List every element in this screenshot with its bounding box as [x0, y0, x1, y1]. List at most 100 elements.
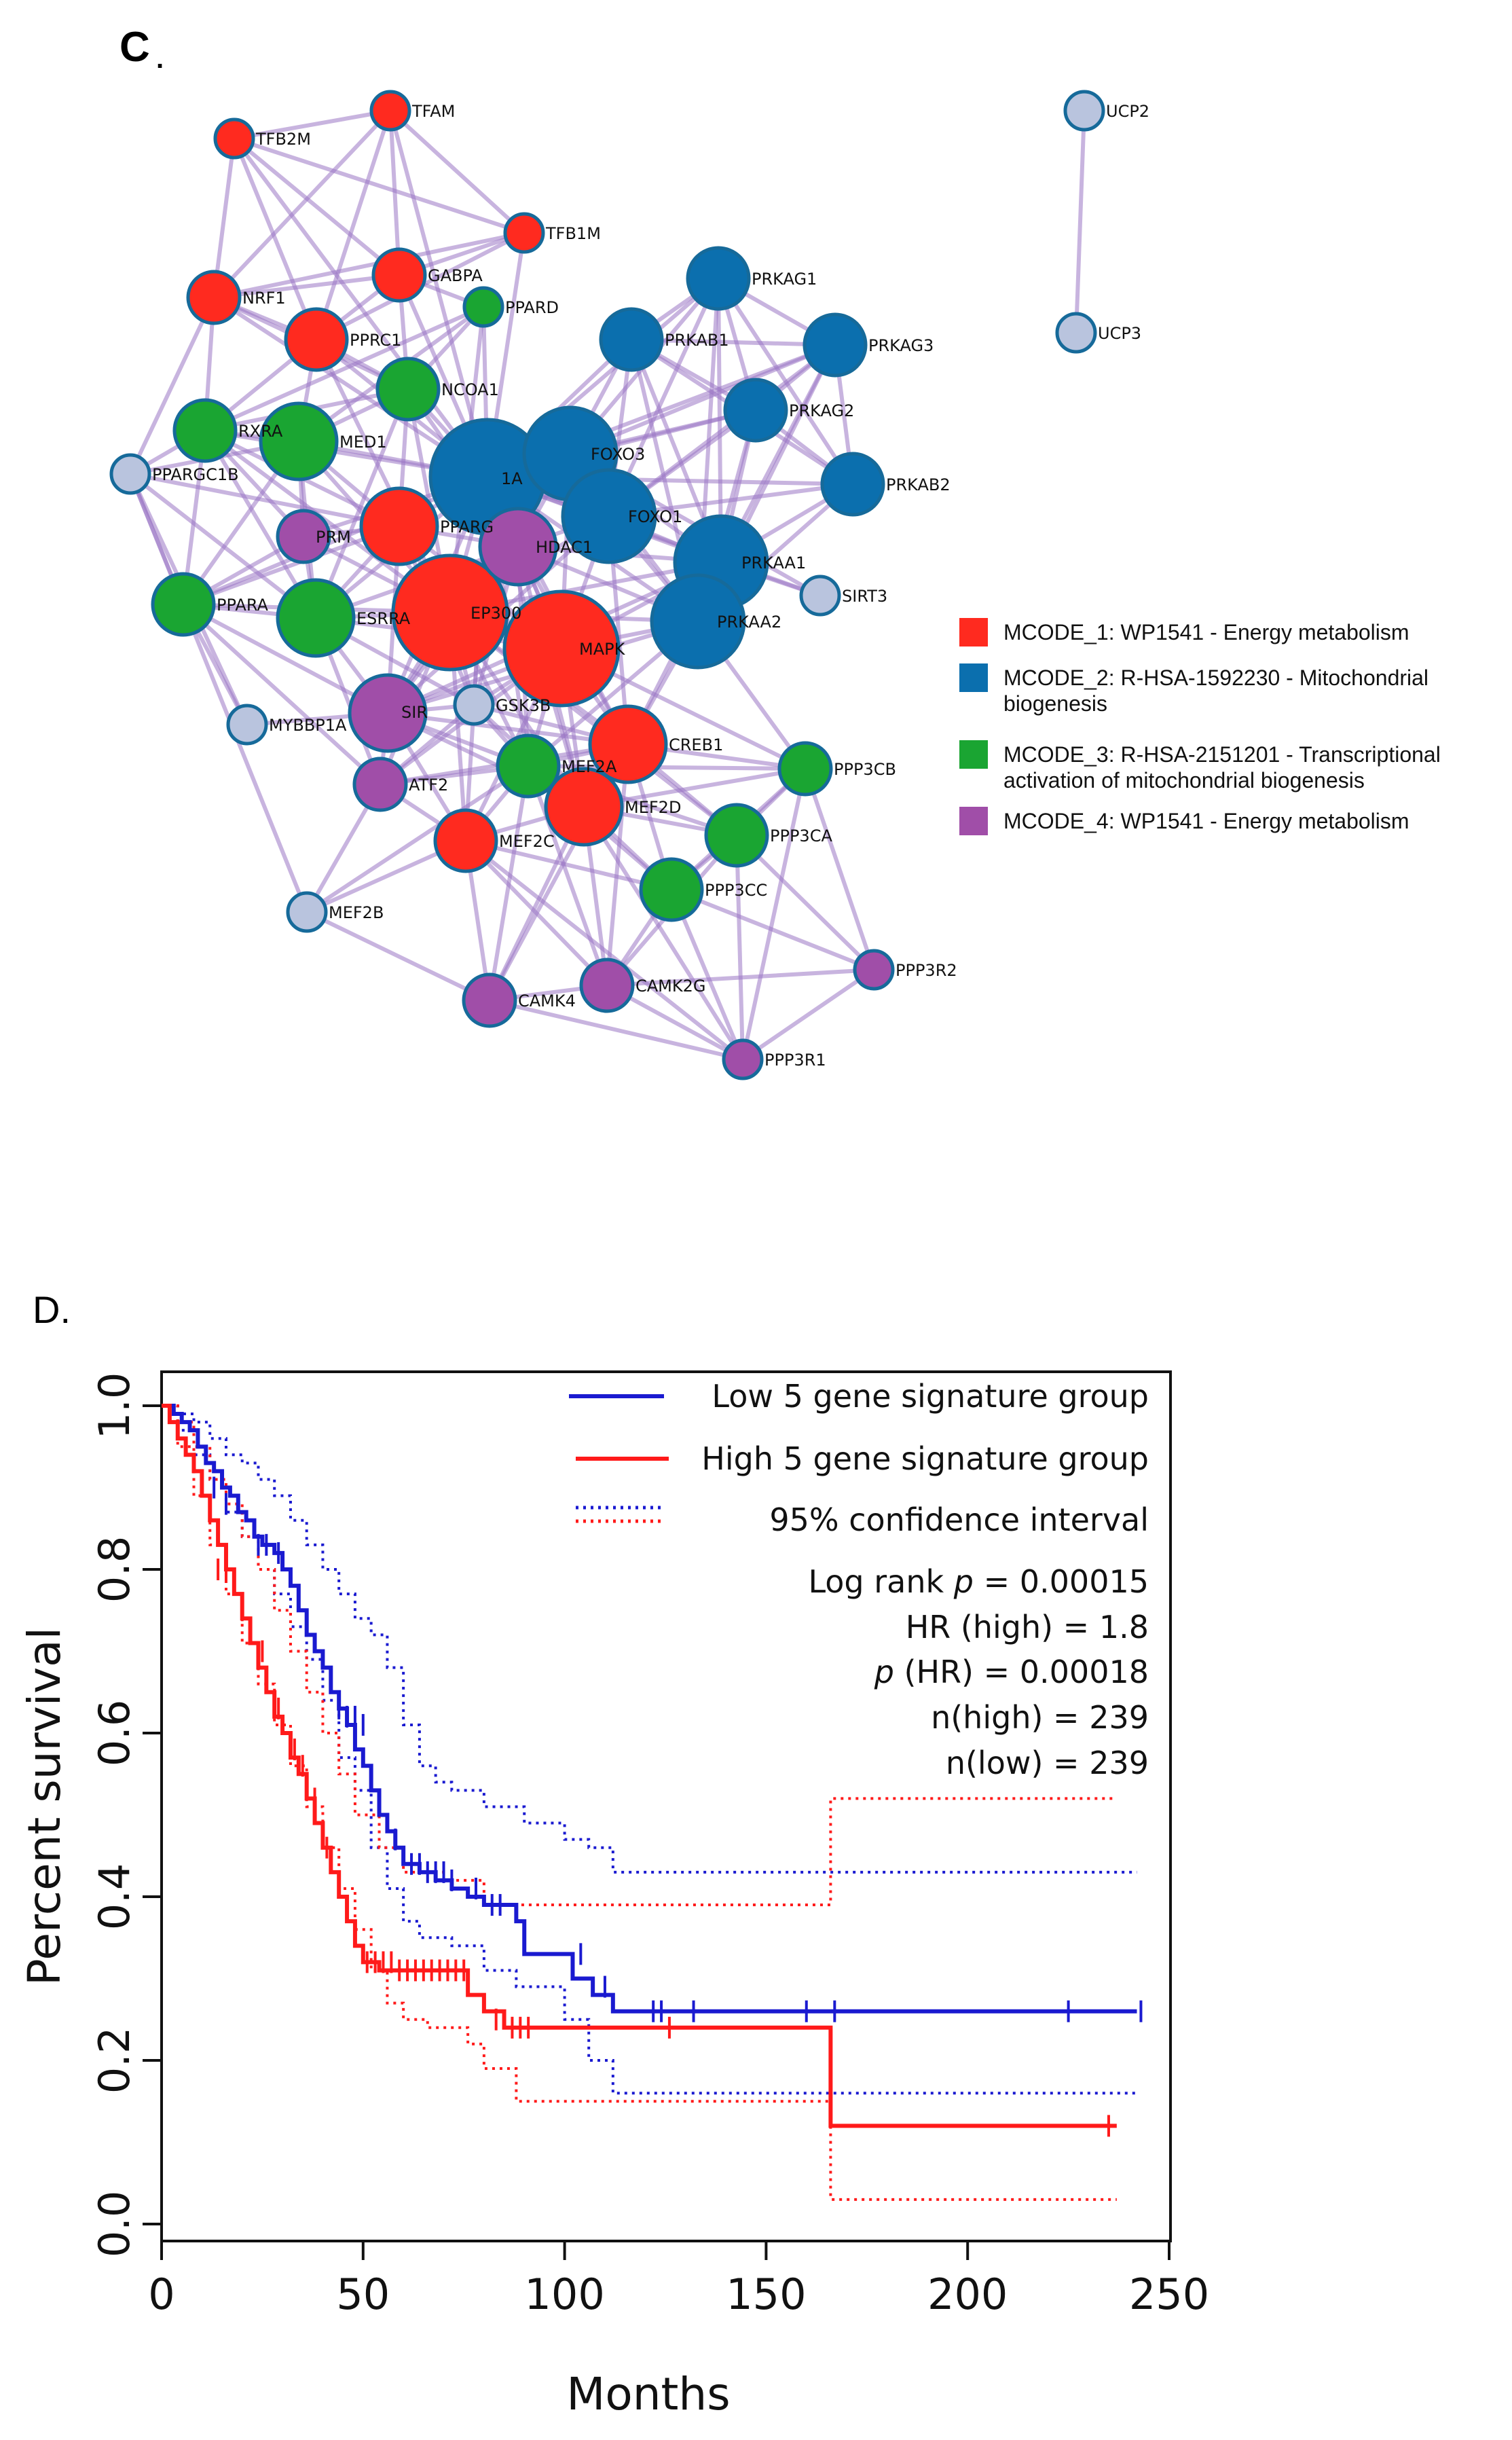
node-label-UCP2: UCP2	[1106, 102, 1149, 121]
node-circle	[496, 733, 561, 799]
edge-TFB2M-PPRC1	[232, 136, 318, 342]
edge-PPP3CB-PPP3R2	[803, 767, 876, 972]
edge-CAMK4-PPP3R1	[487, 998, 745, 1061]
km-legend-text: 95% confidence interval	[769, 1501, 1149, 1538]
node-MEF2D	[544, 767, 624, 847]
edge-NRF1-GABPA	[212, 273, 401, 299]
node-circle	[544, 767, 624, 847]
node-circle	[820, 452, 885, 517]
edge-PPP3CA-PPP3R1	[735, 833, 745, 1061]
edge-PPARD-RXRA	[203, 305, 485, 433]
node-MYBBP1A	[226, 704, 268, 746]
node-label-PPARD: PPARD	[505, 298, 559, 317]
legend-text: MCODE_4: WP1541 - Energy metabolism	[1003, 809, 1409, 833]
node-circle	[213, 117, 255, 160]
node-PPARA	[151, 572, 216, 637]
edge-TFAM-TFB1M	[388, 109, 526, 235]
node-label-GSK3B: GSK3B	[496, 696, 551, 715]
node-label-PRKAB1: PRKAB1	[665, 331, 729, 350]
legend-swatch	[959, 740, 988, 769]
node-circle	[650, 573, 746, 670]
node-label-EP300: EP300	[471, 604, 521, 623]
node-circle	[109, 453, 151, 495]
node-label-FOXO3: FOXO3	[591, 445, 645, 464]
node-circle	[151, 572, 216, 637]
km-stat-1: HR (high) = 1.8	[906, 1609, 1149, 1645]
edge-MEF2C-PPP3CC	[464, 839, 674, 892]
node-PPP3R2	[853, 949, 895, 991]
node-label-MAPK14: MAPK	[579, 640, 626, 659]
edge-PPP3CC-PPP3R2	[669, 888, 876, 972]
node-label-UCP3: UCP3	[1098, 324, 1141, 343]
node-NRF1	[186, 270, 242, 325]
node-label-CAMK2G: CAMK2G	[635, 977, 706, 996]
node-PRKAG3	[803, 312, 868, 378]
ci-line-1	[162, 1404, 1137, 2095]
node-label-PRKAB2: PRKAB2	[886, 475, 951, 494]
edge-MEF2D-PPP3R1	[582, 805, 745, 1061]
edge-PPP3R2-PPP3R1	[741, 968, 876, 1061]
x-tick-label: 100	[524, 2270, 604, 2319]
legend-text: MCODE_2: R-HSA-1592230 - Mitochondrial	[1003, 666, 1428, 690]
node-CAMK4	[462, 972, 517, 1028]
node-label-MEF2D: MEF2D	[625, 798, 681, 817]
km-legend-text: Low 5 gene signature group	[712, 1378, 1149, 1415]
legend-swatch	[959, 663, 988, 692]
node-label-ATF2: ATF2	[409, 776, 448, 795]
node-label-PPP3R2: PPP3R2	[896, 961, 957, 980]
edge-TFB2M-TFB1M	[232, 136, 526, 235]
node-EP300	[391, 553, 509, 672]
edge-TFAM-TFB2M	[232, 109, 392, 141]
node-circle	[348, 673, 428, 753]
cluster-legend: MCODE_1: WP1541 - Energy metabolism MCODE…	[959, 618, 1441, 835]
node-CAMK2G	[579, 958, 635, 1013]
node-CREB1	[588, 704, 668, 784]
node-label-PPRC1: PPRC1	[350, 331, 401, 350]
node-circle	[561, 468, 657, 564]
node-circle	[186, 270, 242, 325]
node-circle	[276, 509, 331, 564]
node-circle	[371, 247, 427, 303]
km-series-low	[162, 1404, 1143, 2022]
node-UCP3	[1055, 312, 1097, 354]
panel-c-label: C	[119, 24, 150, 71]
edge-PPARGC1B-MEF2B	[128, 472, 309, 914]
node-PPARGC1B	[109, 453, 151, 495]
node-circle	[375, 357, 441, 422]
legend-text: activation of mitochondrial biogenesis	[1003, 768, 1365, 793]
node-TFB1M	[503, 212, 545, 254]
node-label-MEF2B: MEF2B	[329, 903, 384, 922]
km-legend-item-1: High 5 gene signature group	[576, 1440, 1149, 1477]
network-nodes: TFAM TFB2M TFB1M NRF1 GABPA PPARD PPRC1 NCOA1 RX…	[109, 90, 1149, 1080]
node-circle	[453, 684, 495, 726]
edge-UCP2-UCP3	[1074, 109, 1086, 335]
node-PPARG	[359, 486, 439, 566]
legend-text: biogenesis	[1003, 691, 1107, 716]
network-edges	[128, 109, 1086, 1061]
node-label-PPP3CA: PPP3CA	[770, 826, 832, 845]
node-label-PRKAG2: PRKAG2	[789, 401, 854, 420]
km-stats: Log rank p = 0.00015 HR (high) = 1.8 p (HR…	[808, 1563, 1149, 1781]
edge-CAMK2G-PPP3R2	[605, 968, 876, 987]
node-label-MEF2C: MEF2C	[499, 832, 555, 851]
node-label-NRF1: NRF1	[242, 289, 286, 308]
x-tick-label: 150	[726, 2270, 806, 2319]
edge-CREB1-CAMK2G	[605, 742, 630, 987]
node-label-FOXO1: FOXO1	[628, 507, 682, 526]
km-curves	[162, 1404, 1143, 2201]
y-tick-label: 1.0	[90, 1372, 139, 1440]
node-circle	[352, 757, 408, 812]
node-label-SIRT1: SIR	[401, 703, 428, 722]
km-stat-3: n(high) = 239	[931, 1699, 1149, 1736]
node-MAPK14	[502, 589, 621, 708]
legend-item-mcode3: MCODE_3: R-HSA-2151201 - Transcriptional…	[959, 740, 1441, 793]
x-tick-label: 250	[1129, 2270, 1209, 2319]
node-circle	[478, 507, 558, 587]
node-circle	[853, 949, 895, 991]
edge-EP300-PPP3CA	[448, 611, 739, 837]
node-circle	[462, 972, 517, 1028]
node-SIRT3	[799, 575, 841, 617]
y-tick-label: 0.4	[90, 1863, 139, 1931]
km-stat-4: n(low) = 239	[946, 1745, 1149, 1781]
node-FOXO1	[561, 468, 657, 564]
